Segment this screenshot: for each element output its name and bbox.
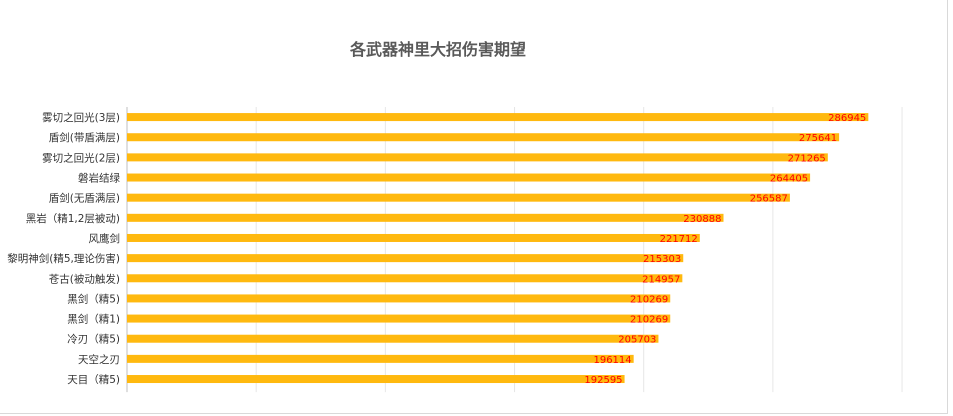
data-label: 215303 bbox=[643, 254, 681, 265]
data-label: 271265 bbox=[788, 153, 826, 164]
data-label: 192595 bbox=[584, 375, 622, 386]
bar bbox=[127, 274, 683, 283]
category-label: 盾剑(无盾满层) bbox=[49, 192, 120, 205]
bar bbox=[127, 354, 634, 363]
bar bbox=[127, 314, 671, 323]
category-label: 黎明神剑(精5,理论伤害) bbox=[7, 252, 120, 265]
bar bbox=[127, 294, 671, 303]
category-label: 黑剑（精1) bbox=[67, 313, 120, 326]
category-label: 冷刃（精5) bbox=[67, 333, 120, 346]
bar bbox=[127, 173, 811, 182]
data-label: 221712 bbox=[660, 234, 698, 245]
bar bbox=[127, 153, 828, 162]
data-label: 230888 bbox=[683, 214, 721, 225]
data-label: 275641 bbox=[799, 133, 837, 144]
bar bbox=[127, 233, 700, 242]
bar bbox=[127, 113, 869, 122]
data-label: 210269 bbox=[630, 315, 668, 326]
data-label: 256587 bbox=[750, 194, 788, 205]
data-label: 210269 bbox=[630, 294, 668, 305]
category-label: 雾切之回光(2层) bbox=[42, 151, 120, 164]
bar bbox=[127, 213, 724, 222]
bar bbox=[127, 133, 840, 142]
category-label: 黑剑（精5) bbox=[67, 292, 120, 305]
category-label: 磐岩结绿 bbox=[78, 172, 120, 185]
category-label: 天空之刃 bbox=[78, 353, 120, 366]
category-label: 天目（精5) bbox=[67, 373, 120, 386]
data-label: 214957 bbox=[642, 274, 680, 285]
data-label: 286945 bbox=[828, 113, 866, 124]
chart-title: 各武器神里大招伤害期望 bbox=[349, 40, 526, 59]
category-label: 黑岩（精1,2层被动) bbox=[26, 212, 120, 225]
bar bbox=[127, 254, 684, 263]
category-label: 盾剑(带盾满层) bbox=[49, 131, 120, 144]
category-label: 雾切之回光(3层) bbox=[42, 111, 120, 124]
category-label: 苍古(被动触发) bbox=[49, 272, 120, 285]
data-label: 205703 bbox=[618, 335, 656, 346]
data-label: 264405 bbox=[770, 174, 808, 185]
bar bbox=[127, 193, 790, 202]
data-label: 196114 bbox=[593, 355, 631, 366]
category-label: 风鹰剑 bbox=[89, 232, 121, 245]
bar bbox=[127, 375, 625, 384]
bar bbox=[127, 334, 659, 343]
